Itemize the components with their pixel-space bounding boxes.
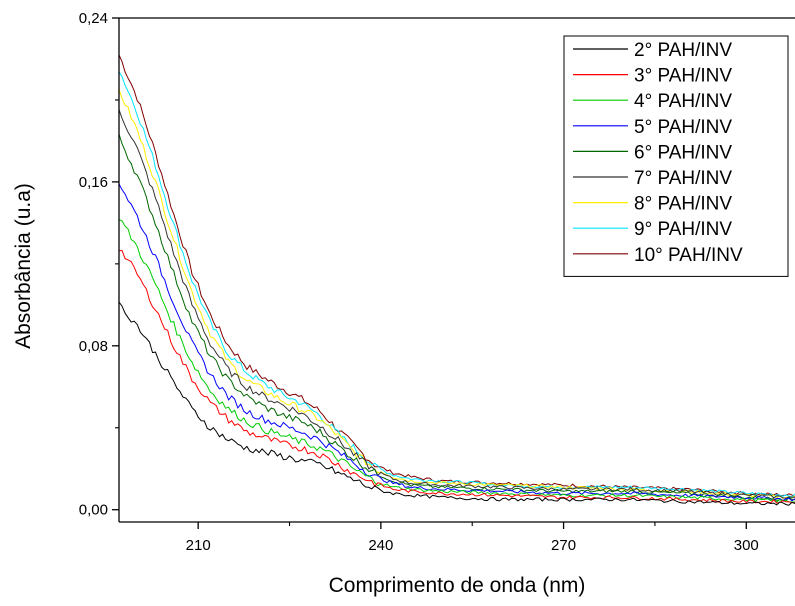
legend: 2° PAH/INV 3° PAH/INV 4° PAH/INV 5° PAH/INV… (563, 35, 789, 277)
legend-label: 10° PAH/INV (634, 245, 743, 266)
x-axis-title: Comprimento de onda (nm) (329, 574, 586, 597)
axes-layer: 0,00 0,08 0,16 0,24 210 240 270 300 (79, 10, 795, 554)
x-tick-label: 210 (186, 537, 211, 554)
x-tick-label: 300 (734, 537, 759, 554)
series-line-3 (118, 249, 795, 504)
legend-label: 8° PAH/INV (634, 194, 732, 215)
series-line-7 (118, 109, 795, 499)
x-tick-label: 240 (368, 537, 393, 554)
y-axis-title: Absorbância (u.a) (12, 183, 35, 349)
series-line-2 (118, 301, 795, 506)
legend-label: 2° PAH/INV (634, 40, 732, 61)
series-line-6 (118, 133, 795, 502)
x-tick-label: 270 (551, 537, 576, 554)
legend-label: 3° PAH/INV (634, 66, 732, 87)
series-layer (118, 54, 795, 506)
y-tick-label: 0,16 (79, 174, 108, 191)
series-line-4 (118, 219, 795, 503)
legend-label: 5° PAH/INV (634, 117, 732, 138)
legend-label: 9° PAH/INV (634, 219, 732, 240)
y-tick-label: 0,08 (79, 338, 108, 355)
legend-box (563, 35, 789, 277)
legend-label: 7° PAH/INV (634, 168, 732, 189)
y-tick-label: 0,24 (79, 10, 108, 27)
y-tick-label: 0,00 (79, 502, 108, 519)
legend-label: 6° PAH/INV (634, 142, 732, 163)
legend-label: 4° PAH/INV (634, 91, 732, 112)
series-line-9 (118, 71, 795, 498)
